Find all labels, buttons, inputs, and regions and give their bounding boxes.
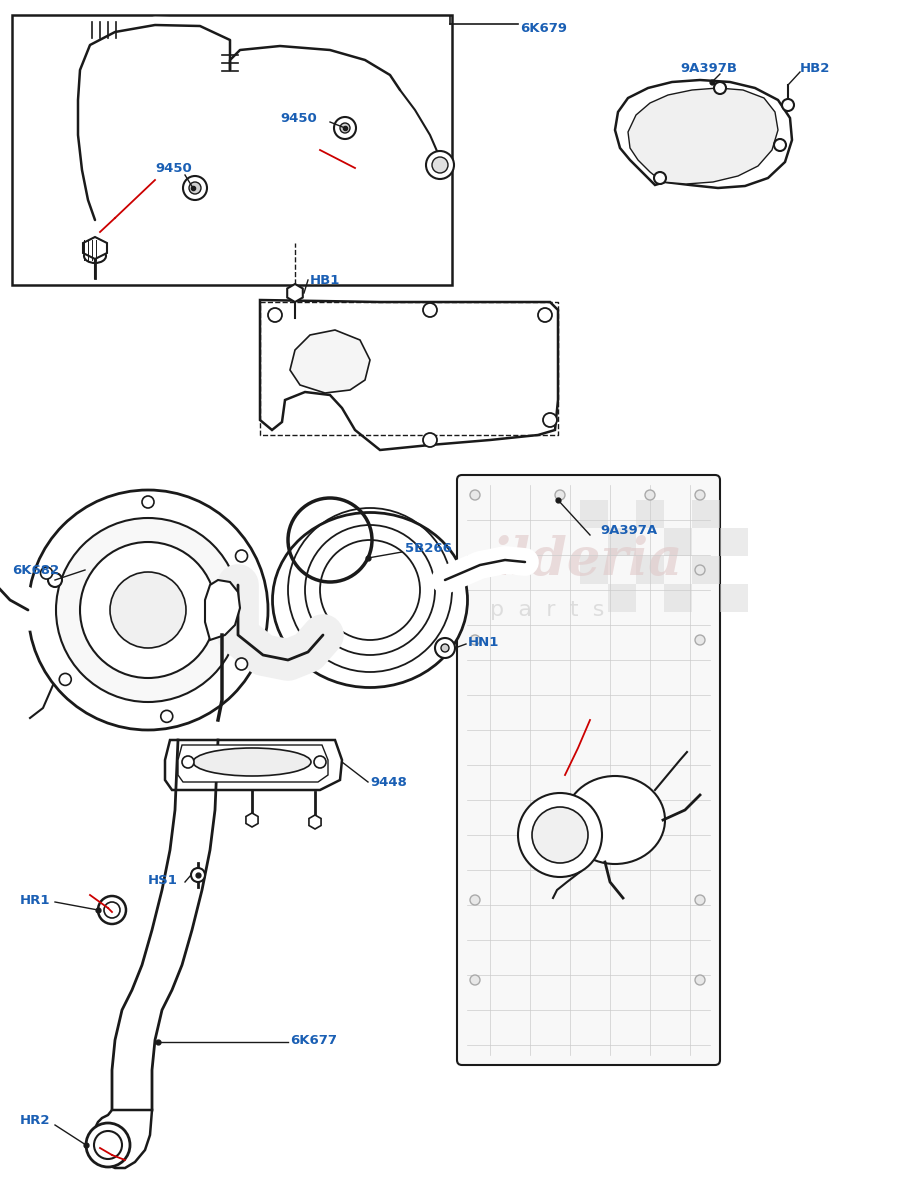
Circle shape (314, 756, 326, 768)
Circle shape (782, 98, 794, 110)
Circle shape (191, 868, 205, 882)
Circle shape (714, 82, 726, 94)
Circle shape (543, 413, 557, 427)
Circle shape (654, 172, 666, 184)
Circle shape (695, 635, 705, 646)
Circle shape (470, 895, 480, 905)
Bar (636, 500, 664, 528)
Text: 9448: 9448 (370, 775, 407, 788)
Bar (664, 528, 692, 556)
Circle shape (423, 433, 437, 446)
Bar (608, 528, 636, 556)
Text: HS1: HS1 (148, 874, 178, 887)
Circle shape (555, 490, 565, 500)
Text: HB2: HB2 (800, 61, 831, 74)
Ellipse shape (193, 748, 311, 776)
Polygon shape (628, 88, 778, 184)
Circle shape (59, 673, 71, 685)
Text: 5B266: 5B266 (405, 541, 452, 554)
Circle shape (48, 572, 62, 587)
Circle shape (532, 806, 588, 863)
Text: 6K679: 6K679 (520, 22, 567, 35)
Circle shape (423, 302, 437, 317)
Circle shape (645, 490, 655, 500)
Circle shape (441, 644, 449, 652)
Text: 9A397A: 9A397A (600, 523, 657, 536)
Circle shape (86, 1123, 130, 1166)
Polygon shape (205, 580, 240, 640)
Circle shape (470, 565, 480, 575)
Circle shape (695, 565, 705, 575)
Circle shape (80, 542, 216, 678)
Text: 9450: 9450 (155, 162, 192, 174)
Polygon shape (178, 745, 328, 782)
Circle shape (774, 139, 786, 151)
Text: HN1: HN1 (468, 636, 500, 648)
Text: p  a  r  t  s: p a r t s (490, 600, 605, 620)
Circle shape (538, 308, 552, 322)
Circle shape (235, 550, 248, 562)
Text: HB1: HB1 (310, 274, 340, 287)
Bar (12, 14, 452, 284)
Polygon shape (615, 80, 792, 188)
Circle shape (161, 710, 173, 722)
Circle shape (110, 572, 186, 648)
Circle shape (518, 793, 602, 877)
Circle shape (334, 116, 356, 139)
Circle shape (189, 182, 201, 194)
Polygon shape (290, 330, 370, 392)
Text: HR2: HR2 (20, 1114, 51, 1127)
Text: 6K677: 6K677 (290, 1033, 337, 1046)
Circle shape (695, 895, 705, 905)
Circle shape (235, 658, 248, 670)
FancyBboxPatch shape (457, 475, 720, 1066)
Bar (692, 556, 720, 584)
Ellipse shape (84, 248, 106, 263)
Circle shape (470, 490, 480, 500)
Circle shape (695, 490, 705, 500)
Polygon shape (95, 1110, 152, 1168)
Bar (580, 556, 608, 584)
Polygon shape (260, 300, 558, 450)
Circle shape (182, 756, 194, 768)
Circle shape (94, 1130, 122, 1159)
Ellipse shape (565, 776, 665, 864)
Circle shape (56, 518, 240, 702)
Text: 9A397B: 9A397B (680, 61, 737, 74)
Circle shape (432, 157, 448, 173)
Circle shape (28, 490, 268, 730)
Bar (636, 556, 664, 584)
Text: 9450: 9450 (280, 112, 317, 125)
Circle shape (268, 308, 282, 322)
Circle shape (470, 635, 480, 646)
Text: HR1: HR1 (20, 894, 51, 906)
Circle shape (41, 568, 52, 580)
Circle shape (340, 122, 350, 133)
Bar (720, 528, 748, 556)
Circle shape (183, 176, 207, 200)
Polygon shape (83, 236, 107, 259)
Bar (720, 584, 748, 612)
Bar (608, 584, 636, 612)
Polygon shape (165, 740, 342, 790)
Bar (664, 584, 692, 612)
Circle shape (426, 151, 454, 179)
Ellipse shape (272, 512, 468, 688)
Circle shape (470, 974, 480, 985)
Circle shape (695, 974, 705, 985)
Text: ilderia: ilderia (490, 534, 682, 586)
Circle shape (435, 638, 455, 658)
Circle shape (104, 902, 120, 918)
Circle shape (98, 896, 126, 924)
Text: 6K682: 6K682 (12, 564, 59, 576)
Circle shape (142, 496, 154, 508)
Bar (580, 500, 608, 528)
Bar (692, 500, 720, 528)
